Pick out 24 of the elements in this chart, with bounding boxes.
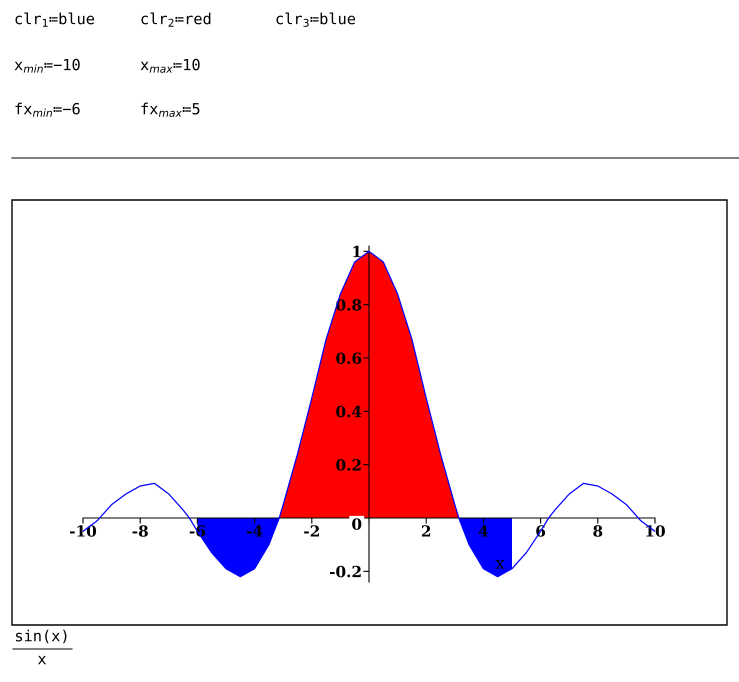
text: clr$_{2}$≔red [141,12,210,27]
x-tick-label: 10 [646,525,665,537]
y-tick-label: 0.2 [336,459,361,471]
text: fx$_{min}$≔−6 [15,102,80,117]
x-tick-label: -4 [246,525,262,537]
y-tick-label: 0.4 [336,406,362,418]
text: x$_{max}$≔10 [140,58,200,73]
x-tick-label: -2 [304,525,319,537]
y-tick-label: 1 [353,246,361,258]
text: x [38,656,46,664]
y-tick-label: -0.2 [330,566,361,578]
x-tick-label: -10 [70,525,96,537]
x-tick-label: 8 [593,525,602,537]
text: fx$_{max}$≔5 [141,102,200,117]
text: clr$_{1}$≔blue [15,12,94,27]
text: sin(x) [16,630,66,644]
text: x$_{min}$≔−10 [14,58,80,73]
x-tick-label: 4 [478,525,488,537]
x-axis-title: x [496,560,504,569]
text: clr$_{3}$≔blue [276,12,356,27]
y-tick-label: 0 [352,518,362,530]
x-tick-label: 2 [422,525,430,537]
y-tick-label: 0.6 [336,352,362,364]
x-tick-label: -8 [132,525,148,537]
